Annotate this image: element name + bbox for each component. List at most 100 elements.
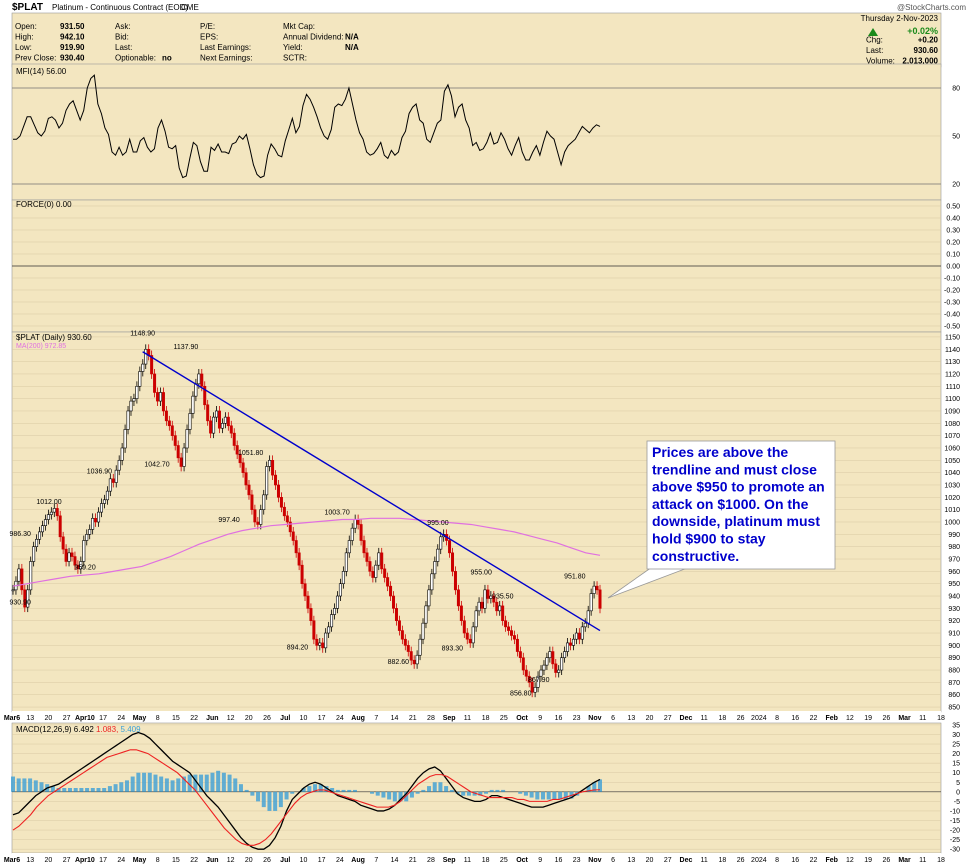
macd-histogram-bar	[181, 776, 186, 792]
macd-histogram-bar	[415, 791, 420, 794]
y-tick-label: 1080	[944, 421, 960, 428]
candle-body	[545, 657, 549, 666]
candle-body	[40, 525, 44, 533]
candle-body	[276, 484, 280, 498]
macd-histogram-bar	[546, 791, 551, 800]
candle-body	[448, 540, 452, 554]
macd-histogram-bar	[28, 778, 33, 792]
header-value: 931.50	[60, 22, 85, 31]
x-tick-label: 27	[664, 715, 672, 722]
header-info-panel: Open: 931.50 High: 942.10 Low: 919.90 Prev Clo…	[11, 12, 942, 68]
y-tick-label: 30	[952, 732, 960, 739]
x-tick-label: 11	[464, 715, 471, 722]
candle-body	[64, 548, 68, 562]
x-tick-label: 23	[573, 857, 581, 864]
x-tick-label: 21	[409, 715, 417, 722]
candle-body	[67, 552, 71, 562]
candle-body	[303, 583, 307, 597]
x-tick-label: 8	[775, 715, 779, 722]
candle-body	[427, 589, 431, 607]
panel-background	[11, 63, 942, 201]
candle-body	[362, 540, 366, 554]
x-tick-label: 14	[391, 715, 399, 722]
force-label: FORCE(0) 0.00	[16, 200, 72, 209]
candle-body	[315, 638, 319, 646]
macd-histogram-bar	[313, 784, 318, 792]
force-panel: 0.50 0.40 0.30 0.20 0.10 0.00 -0.10 -0.20 -0.30 -…	[11, 199, 960, 333]
x-tick-label: Jun	[206, 857, 218, 864]
candle-body	[150, 355, 154, 375]
candle-body	[285, 515, 289, 523]
y-tick-label: 910	[948, 631, 960, 638]
candle-body	[421, 622, 425, 640]
price-annotation: 1148.90	[130, 330, 155, 337]
x-tick-label: Feb	[825, 857, 837, 864]
price-annotation: 856.80	[510, 691, 532, 698]
x-tick-label: Oct	[516, 715, 528, 722]
header-key: Mkt Cap:	[283, 22, 315, 31]
price-annotation: 882.60	[388, 659, 410, 666]
price-annotation: 893.30	[442, 646, 464, 653]
y-tick-label: -0.20	[944, 288, 960, 295]
y-tick-label: -0.50	[944, 324, 960, 331]
x-tick-label: Jul	[280, 857, 290, 864]
macd-histogram-bar	[301, 788, 306, 792]
candle-body	[144, 348, 148, 365]
y-tick-label: 940	[948, 594, 960, 601]
header-key: Next Earnings:	[200, 54, 252, 63]
price-x-axis: Mar6 13 20 27 Apr10 17 24 May 8 15 22 Jun 12 20 26 Jul 1…	[4, 711, 945, 723]
header-key: P/E:	[200, 22, 215, 31]
macd-histogram-bar	[256, 791, 261, 802]
up-arrow-icon	[868, 28, 878, 36]
macd-histogram-bar	[495, 789, 500, 792]
candle-body	[256, 521, 260, 525]
macd-panel: 35 30 25 20 15 10 5 0 -5 -10 -15 -20 -25 -30 MACD(12,2…	[11, 722, 960, 854]
macd-histogram-bar	[586, 786, 591, 792]
candle-body	[483, 589, 487, 609]
y-tick-label: 1010	[944, 507, 960, 514]
candle-body	[132, 398, 136, 402]
macd-histogram-bar	[176, 778, 181, 792]
candle-body	[330, 614, 334, 628]
y-tick-label: 990	[948, 532, 960, 539]
y-tick-label: 20	[952, 751, 960, 758]
candle-body	[182, 447, 186, 467]
candle-body	[524, 669, 528, 677]
candle-body	[129, 400, 133, 412]
candle-body	[589, 593, 593, 612]
x-tick-label: 23	[573, 715, 581, 722]
price-annotation: 894.20	[287, 645, 309, 652]
x-tick-label: 2024	[751, 715, 767, 722]
candle-body	[300, 564, 304, 584]
x-tick-label: May	[133, 715, 147, 722]
x-tick-label: Jul	[280, 715, 290, 722]
candle-body	[539, 669, 543, 677]
candle-body	[49, 511, 53, 515]
candle-body	[453, 571, 457, 591]
candle-body	[406, 645, 410, 652]
macd-histogram-bar	[238, 784, 243, 792]
candle-body	[359, 524, 363, 541]
candle-body	[188, 413, 192, 430]
x-tick-label: 7	[374, 857, 378, 864]
macd-histogram-bar	[370, 791, 375, 794]
x-tick-label: Mar	[898, 857, 911, 864]
candle-body	[392, 595, 396, 609]
candle-body	[38, 531, 42, 540]
x-tick-label: 26	[737, 857, 745, 864]
x-tick-label: May	[133, 857, 147, 864]
candle-body	[560, 657, 564, 671]
macd-histogram-bar	[352, 789, 357, 792]
candle-body	[123, 429, 127, 449]
x-tick-label: 26	[737, 715, 745, 722]
y-tick-label: -15	[950, 818, 960, 825]
candle-body	[32, 546, 36, 562]
header-value: no	[162, 54, 172, 63]
macd-histogram-bar	[284, 791, 289, 800]
candle-body	[418, 638, 422, 656]
candle-body	[536, 675, 540, 688]
macd-label-prefix: MACD(12,26,9)	[16, 725, 74, 734]
macd-histogram-bar	[16, 778, 21, 792]
candle-body	[489, 595, 493, 599]
macd-histogram-bar	[67, 788, 72, 792]
